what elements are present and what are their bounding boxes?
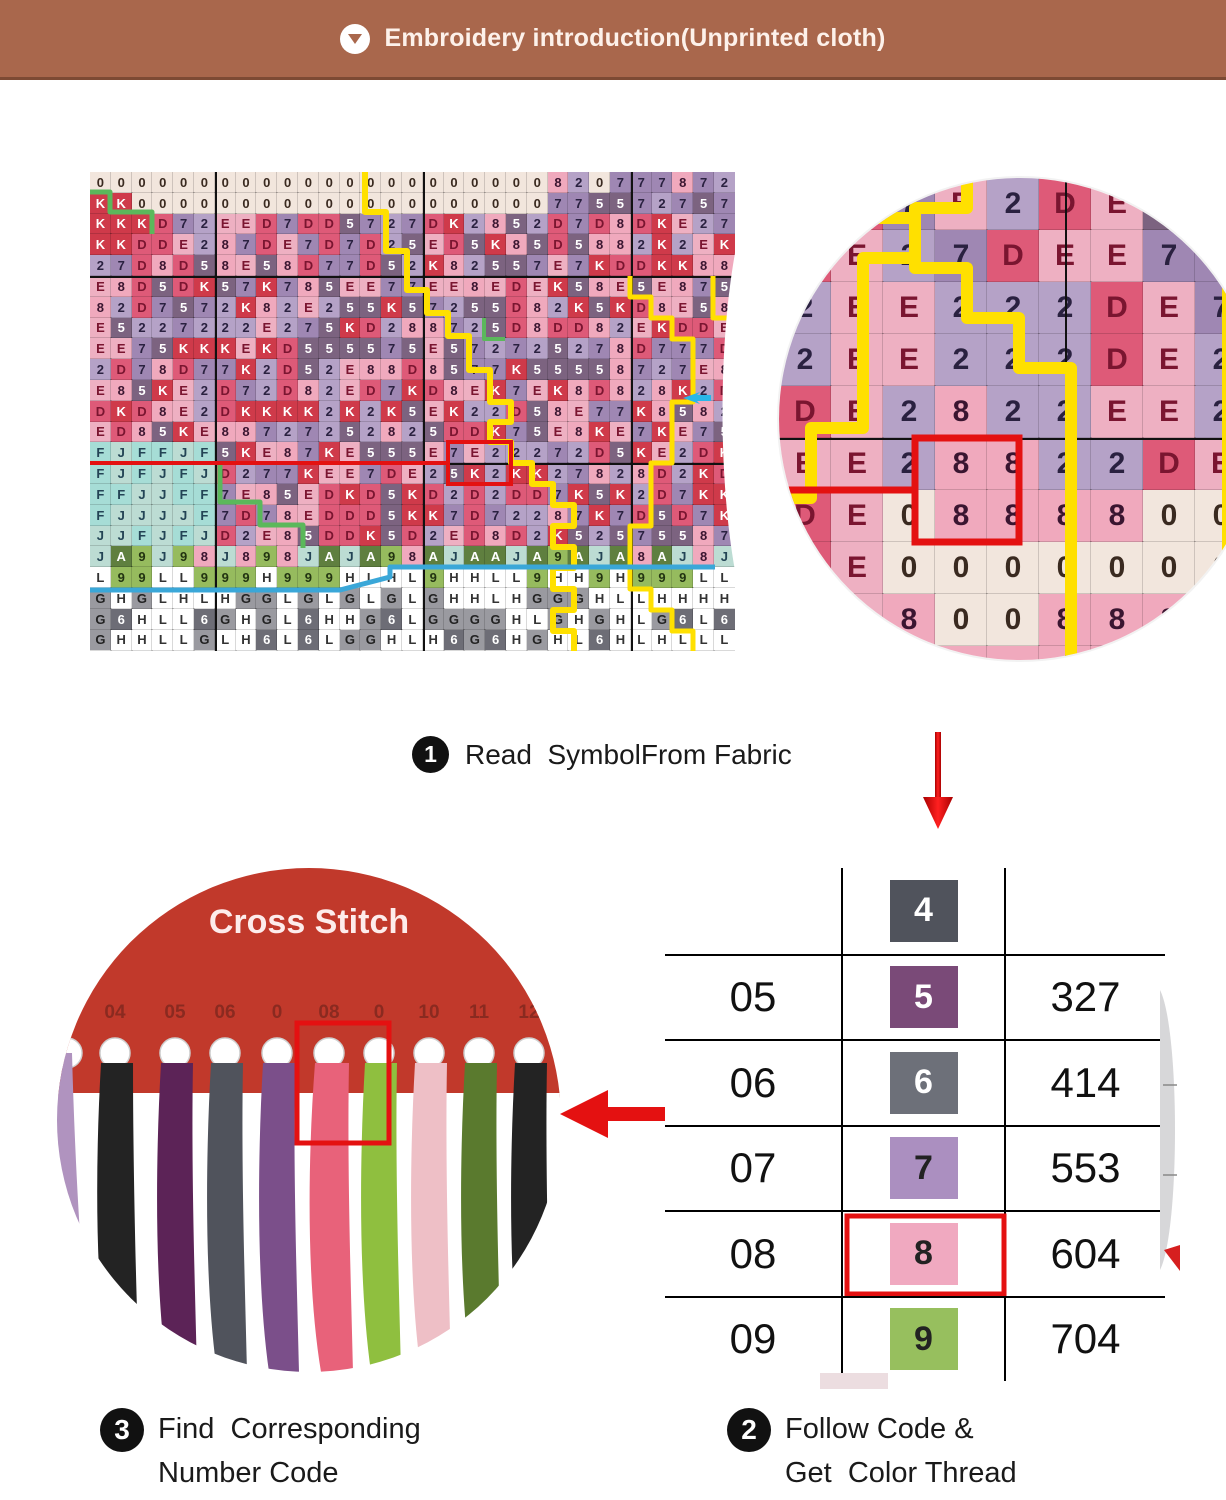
svg-text:3: 3 <box>62 1002 73 1023</box>
svg-text:08: 08 <box>318 1002 339 1023</box>
svg-text:0: 0 <box>272 1002 283 1023</box>
svg-text:12: 12 <box>518 1002 539 1023</box>
svg-text:04: 04 <box>104 1002 126 1023</box>
svg-text:11: 11 <box>469 1002 490 1023</box>
svg-text:0: 0 <box>374 1002 385 1023</box>
svg-text:06: 06 <box>214 1002 235 1023</box>
svg-text:Cross Stitch: Cross Stitch <box>209 903 409 941</box>
svg-text:10: 10 <box>418 1002 439 1023</box>
svg-text:05: 05 <box>164 1002 186 1023</box>
